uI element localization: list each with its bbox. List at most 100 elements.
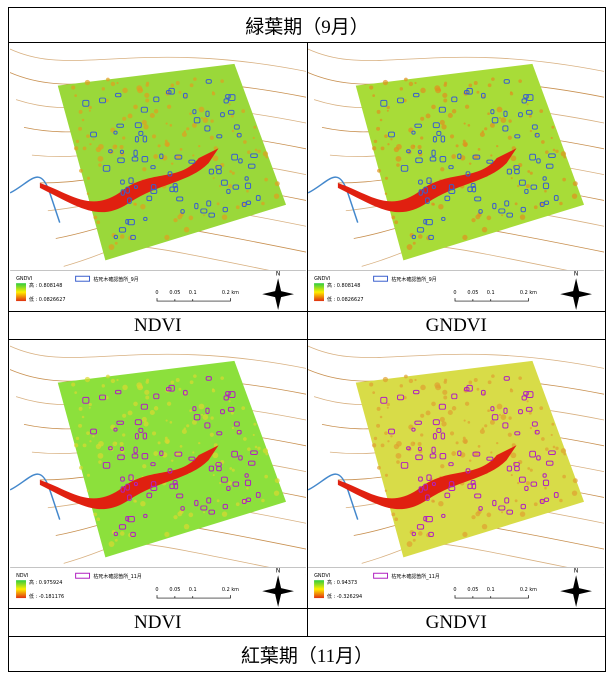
spot [213, 177, 215, 179]
spot [189, 409, 192, 412]
spot [189, 83, 193, 87]
spot [202, 117, 208, 123]
scale-label: 0.1 [189, 290, 197, 296]
spot [477, 388, 480, 391]
spot [71, 85, 75, 89]
spot [381, 146, 385, 150]
spot [515, 499, 518, 502]
spot [529, 115, 532, 118]
spot [246, 190, 249, 193]
spot [540, 406, 544, 410]
spot [98, 144, 104, 150]
spot [201, 117, 203, 119]
spot [74, 94, 77, 97]
spot [415, 379, 417, 381]
spot [79, 466, 83, 470]
spot [220, 376, 224, 380]
spot [480, 132, 485, 137]
spot [530, 172, 533, 175]
spot [74, 391, 77, 394]
north-label: N [276, 567, 280, 574]
spot [387, 106, 390, 109]
spot [469, 162, 471, 164]
spot [122, 136, 125, 139]
spot [501, 414, 507, 420]
spot [145, 380, 148, 383]
spot [142, 167, 146, 171]
legend-high: 高 : 0.94373 [327, 579, 357, 586]
spot [482, 130, 484, 132]
spot [150, 410, 155, 415]
spot [164, 532, 169, 537]
spot [243, 437, 247, 441]
spot [78, 407, 82, 411]
spot [92, 138, 94, 140]
spot [490, 451, 492, 453]
spot [452, 406, 456, 410]
spot [152, 431, 156, 435]
spot [472, 218, 476, 222]
spot [157, 441, 160, 444]
spot [373, 391, 376, 394]
spot [528, 467, 531, 470]
spot [71, 382, 75, 386]
spot [133, 402, 138, 407]
legend-marker-label: 枯死木確認箇所_9月 [93, 276, 138, 283]
spot [108, 244, 114, 250]
spot [136, 85, 142, 91]
spot [202, 414, 208, 420]
spot [96, 517, 100, 521]
spot [236, 205, 240, 209]
spot [232, 469, 235, 472]
map-cell: GNDVI高 : 0.808148低 : 0.0826627枯死木確認箇所_9月… [9, 43, 308, 312]
spot [247, 150, 251, 154]
spot [377, 110, 381, 114]
spot [254, 149, 257, 152]
spot [150, 113, 155, 118]
header-title: 緑葉期（9月） [9, 8, 606, 43]
spot [404, 78, 408, 82]
legend-index: GNDVI [314, 276, 330, 282]
spot [252, 137, 254, 139]
spot [122, 385, 127, 390]
spot [444, 83, 447, 86]
scale-label: 0.1 [487, 290, 495, 296]
spot [86, 431, 90, 435]
spot [232, 172, 235, 175]
map: GNDVI高 : 0.808148低 : 0.0826627枯死木確認箇所_9月… [308, 44, 604, 310]
spot [198, 107, 204, 113]
spot [541, 140, 545, 144]
spot [192, 154, 194, 156]
spot [396, 156, 402, 162]
spot [376, 127, 380, 131]
spot [474, 81, 478, 85]
spot [74, 443, 78, 447]
spot [396, 453, 402, 459]
spot [198, 442, 200, 444]
spot [465, 402, 469, 406]
spot [140, 501, 145, 506]
spot [563, 178, 567, 182]
spot [404, 375, 408, 379]
spot [553, 149, 556, 152]
spot [210, 136, 214, 140]
spot [396, 460, 400, 464]
spot [448, 410, 453, 415]
spot [275, 478, 280, 483]
spot [222, 511, 227, 516]
spot [86, 490, 88, 492]
spot [573, 478, 578, 483]
spot [510, 92, 513, 95]
legend-low: 低 : -0.326294 [327, 593, 362, 600]
spot [171, 459, 173, 461]
spot [93, 216, 97, 220]
map: GNDVI高 : 0.94373低 : -0.326294枯死木確認箇所_11月… [308, 341, 604, 607]
spot [153, 154, 158, 159]
spot [263, 151, 268, 156]
spot [369, 85, 373, 89]
footer-title: 紅葉期（11月） [9, 637, 606, 672]
spot [559, 202, 563, 206]
spot [421, 88, 426, 93]
spot [443, 390, 448, 395]
